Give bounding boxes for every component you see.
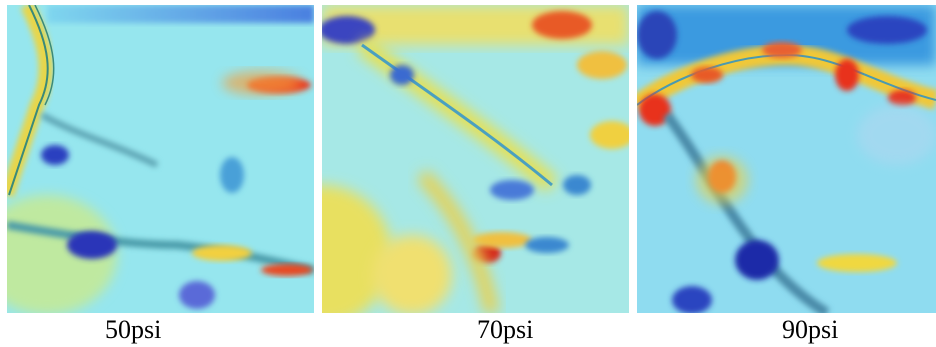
caption-90psi: 90psi	[782, 315, 839, 344]
caption-70psi: 70psi	[477, 315, 534, 344]
heatmap-image-50psi	[7, 5, 314, 313]
heatmap-panel-70psi	[322, 5, 629, 313]
heatmap-image-70psi	[322, 5, 629, 313]
heatmap-panel-90psi	[637, 5, 936, 313]
heatmap-image-90psi	[637, 5, 936, 313]
caption-50psi: 50psi	[105, 315, 162, 344]
heatmap-panel-50psi	[7, 5, 314, 313]
